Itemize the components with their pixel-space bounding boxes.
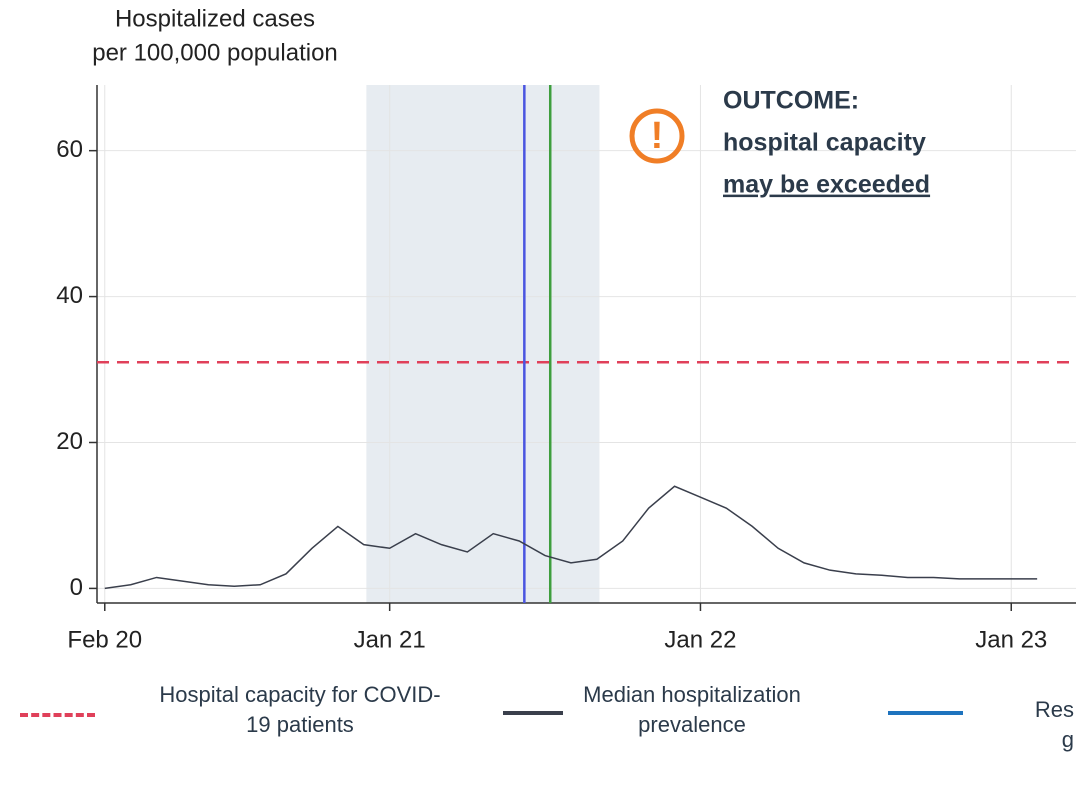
y-tick-label: 0 <box>70 574 83 601</box>
y-tick-label: 40 <box>56 282 83 309</box>
legend-label: Median hospitalization prevalence <box>583 682 801 737</box>
y-tick-label: 20 <box>56 428 83 455</box>
x-tick-label: Jan 22 <box>664 626 736 653</box>
x-tick-label: Jan 21 <box>354 626 426 653</box>
x-tick-label: Jan 23 <box>975 626 1047 653</box>
legend-swatch <box>503 711 563 715</box>
x-tick-label: Feb 20 <box>67 626 142 653</box>
chart: Hospitalized cases per 100,000 populatio… <box>56 5 1076 653</box>
legend-swatch <box>888 711 963 715</box>
annotation-text: hospital capacity <box>723 129 926 157</box>
warning-icon <box>629 108 685 164</box>
legend-label: Res g <box>1034 697 1074 752</box>
median-line <box>104 485 1038 590</box>
annotation-text: may be exceeded <box>723 171 930 199</box>
shaded-period <box>366 85 600 603</box>
annotation-text: OUTCOME: <box>723 87 859 115</box>
y-tick-label: 60 <box>56 136 83 163</box>
y-title: per 100,000 population <box>92 39 338 66</box>
y-title: Hospitalized cases <box>115 5 315 32</box>
legend-swatch <box>20 713 95 717</box>
legend-label: Hospital capacity for COVID-19 patients <box>159 682 441 737</box>
warning-symbol: ! <box>651 115 664 157</box>
